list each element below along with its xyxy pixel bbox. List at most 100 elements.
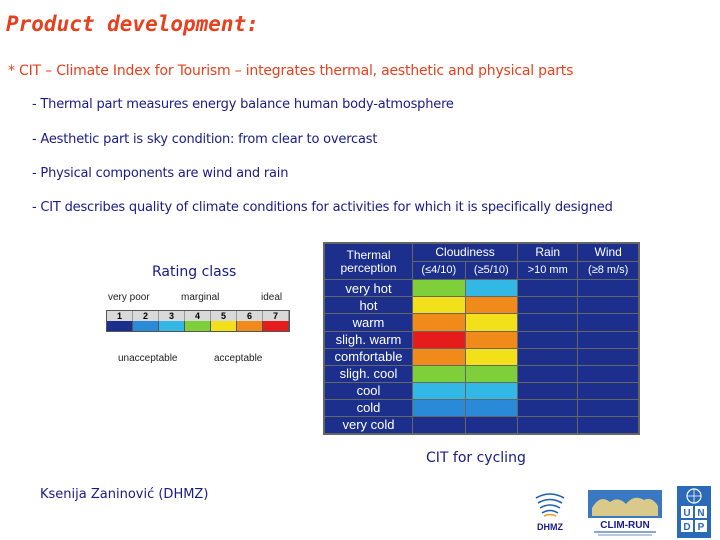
rating-cell bbox=[517, 313, 579, 332]
rating-cell bbox=[577, 398, 639, 417]
rating-cell bbox=[577, 296, 639, 315]
clim-run-logo: CLIM-RUN bbox=[586, 488, 664, 538]
dhmz-logo: DHMZ bbox=[528, 488, 572, 534]
rating-cell bbox=[577, 347, 639, 366]
thermal-label: very hot bbox=[324, 279, 413, 298]
rating-class-number: 7 bbox=[263, 311, 289, 321]
undp-letter-u: U bbox=[683, 508, 690, 519]
header-cloud-low: (≤4/10) bbox=[412, 261, 466, 281]
rating-cell bbox=[412, 313, 466, 332]
thermal-label: warm bbox=[324, 313, 413, 332]
sub-bullet-thermal: - Thermal part measures energy balance h… bbox=[32, 97, 454, 112]
rating-cell bbox=[464, 381, 519, 400]
rating-class-swatch bbox=[107, 321, 133, 331]
rating-cell bbox=[517, 415, 579, 435]
rating-cell bbox=[577, 279, 639, 298]
rating-cell bbox=[464, 296, 519, 315]
label-ideal: ideal bbox=[261, 292, 283, 303]
thermal-label: very cold bbox=[324, 415, 413, 435]
rating-cell bbox=[412, 330, 466, 349]
thermal-label: cold bbox=[324, 398, 413, 417]
rating-cell bbox=[412, 279, 466, 298]
rating-class-number: 2 bbox=[133, 311, 159, 321]
thermal-label: sligh. cool bbox=[324, 364, 413, 383]
rating-cell bbox=[412, 296, 466, 315]
rating-cell bbox=[577, 313, 639, 332]
rating-cell bbox=[517, 279, 579, 298]
rating-cell bbox=[412, 381, 466, 400]
rating-class-swatch bbox=[237, 321, 263, 331]
rating-class-swatch bbox=[185, 321, 211, 331]
rating-cell bbox=[464, 415, 519, 435]
rating-cell bbox=[577, 415, 639, 435]
header-rain: Rain bbox=[517, 242, 579, 263]
sub-bullet-physical: - Physical components are wind and rain bbox=[32, 166, 289, 181]
rating-cell bbox=[577, 330, 639, 349]
rating-class-swatch bbox=[263, 321, 289, 331]
rating-cell bbox=[464, 330, 519, 349]
rating-cell bbox=[464, 364, 519, 383]
rating-cell bbox=[464, 347, 519, 366]
rating-cell bbox=[464, 279, 519, 298]
thermal-label: hot bbox=[324, 296, 413, 315]
thermal-label: sligh. warm bbox=[324, 330, 413, 349]
rating-cell bbox=[517, 330, 579, 349]
header-cloud-high: (≥5/10) bbox=[464, 261, 519, 281]
main-bullet: * CIT – Climate Index for Tourism – inte… bbox=[8, 63, 574, 79]
rating-cell bbox=[412, 347, 466, 366]
rating-cell bbox=[517, 296, 579, 315]
rating-cell bbox=[517, 398, 579, 417]
sub-bullet-cit: - CIT describes quality of climate condi… bbox=[32, 200, 613, 215]
cit-table-row: cold bbox=[324, 398, 639, 417]
rating-cell bbox=[464, 313, 519, 332]
rating-class-title: Rating class bbox=[152, 264, 237, 280]
rating-cell bbox=[464, 398, 519, 417]
label-marginal: marginal bbox=[181, 292, 220, 303]
rating-cell bbox=[412, 364, 466, 383]
table-caption: CIT for cycling bbox=[426, 450, 526, 466]
thermal-label: cool bbox=[324, 381, 413, 400]
cit-table-row: hot bbox=[324, 296, 639, 315]
rating-class-number: 4 bbox=[185, 311, 211, 321]
rating-cell bbox=[412, 415, 466, 435]
rating-class-swatch bbox=[159, 321, 185, 331]
cit-table: Thermal perception Cloudiness Rain Wind … bbox=[323, 242, 640, 435]
label-acceptable: acceptable bbox=[214, 353, 263, 364]
rating-cell bbox=[412, 398, 466, 417]
rating-class-swatch bbox=[211, 321, 237, 331]
author-credit: Ksenija Zaninović (DHMZ) bbox=[40, 487, 209, 502]
label-very-poor: very poor bbox=[108, 292, 150, 303]
rating-cell bbox=[577, 381, 639, 400]
rating-class-number: 1 bbox=[107, 311, 133, 321]
slide-title: Product development: bbox=[6, 12, 259, 36]
cit-table-row: sligh. warm bbox=[324, 330, 639, 349]
undp-letter-d: D bbox=[683, 522, 690, 533]
label-unacceptable: unacceptable bbox=[118, 353, 178, 364]
rating-class-swatch bbox=[133, 321, 159, 331]
cit-table-row: warm bbox=[324, 313, 639, 332]
sub-bullet-aesthetic: - Aesthetic part is sky condition: from … bbox=[32, 132, 378, 147]
header-wind: Wind bbox=[577, 242, 639, 263]
thermal-label: comfortable bbox=[324, 347, 413, 366]
cit-table-row: cool bbox=[324, 381, 639, 400]
undp-letter-n: N bbox=[697, 508, 704, 519]
header-thermal-perception: Thermal perception bbox=[324, 242, 413, 281]
cit-table-row: very cold bbox=[324, 415, 639, 435]
header-rain-sub: >10 mm bbox=[517, 261, 579, 281]
cit-table-row: comfortable bbox=[324, 347, 639, 366]
rating-cell bbox=[517, 381, 579, 400]
undp-logo: U N D P bbox=[677, 486, 711, 538]
rating-cell bbox=[517, 364, 579, 383]
rating-cell bbox=[517, 347, 579, 366]
cit-table-row: sligh. cool bbox=[324, 364, 639, 383]
rating-class-number: 6 bbox=[237, 311, 263, 321]
dhmz-logo-text: DHMZ bbox=[537, 522, 563, 532]
clim-run-logo-text: CLIM-RUN bbox=[600, 520, 649, 531]
header-wind-sub: (≥8 m/s) bbox=[577, 261, 639, 281]
rating-class-number: 5 bbox=[211, 311, 237, 321]
header-cloudiness: Cloudiness bbox=[411, 242, 519, 263]
rating-cell bbox=[577, 364, 639, 383]
cit-table-row: very hot bbox=[324, 279, 639, 298]
rating-class-number: 3 bbox=[159, 311, 185, 321]
